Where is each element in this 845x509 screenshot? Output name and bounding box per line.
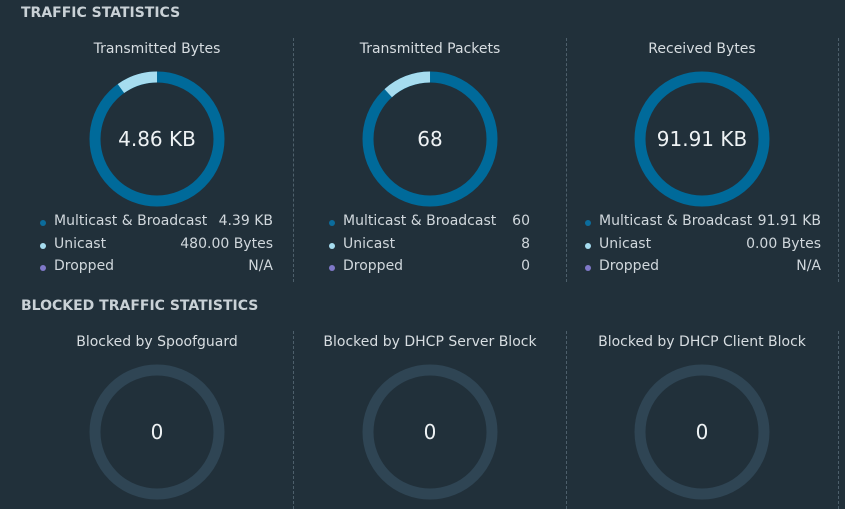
unicast-dot-icon (585, 242, 591, 249)
blocked-dhcp-client-donut: 0 (632, 362, 772, 502)
blocked-dhcp-server-donut: 0 (360, 362, 500, 502)
legend-row-multicast: Multicast & Broadcast 4.39 KB (40, 213, 273, 236)
dropped-dot-icon (585, 265, 591, 271)
dropped-dot-icon (329, 265, 335, 271)
legend-label: Dropped (599, 258, 660, 274)
donut-center-value: 0 (695, 420, 709, 444)
unicast-dot-icon (329, 242, 335, 249)
legend-value: 4.39 KB (218, 213, 273, 229)
legend-label: Multicast & Broadcast (54, 213, 208, 229)
panel-divider (566, 38, 567, 282)
legend-row-dropped: Dropped N/A (585, 258, 821, 281)
donut-chart (634, 364, 770, 500)
legend-value: N/A (796, 258, 821, 274)
panel-divider (293, 331, 294, 509)
legend-value: 480.00 Bytes (180, 235, 273, 252)
donut-ring (634, 364, 770, 500)
legend-label: Dropped (343, 258, 404, 274)
legend: Multicast & Broadcast 60 Unicast 8 Dropp… (329, 213, 530, 281)
legend-label: Multicast & Broadcast (343, 213, 497, 229)
donut-center-value: 68 (417, 127, 443, 151)
blocked-traffic-statistics-heading: BLOCKED TRAFFIC STATISTICS (21, 298, 259, 314)
legend-label: Unicast (599, 235, 652, 252)
received-bytes-donut: 91.91 KB (632, 69, 772, 209)
legend-value: 8 (521, 235, 530, 252)
legend-label: Unicast (54, 235, 107, 252)
blocked-spoofguard-panel: Blocked by Spoofguard 0 (21, 334, 293, 509)
panel-divider (566, 331, 567, 509)
panel-title: Blocked by DHCP Client Block (598, 334, 806, 350)
donut-chart (634, 71, 770, 207)
multicast-dot-icon (40, 220, 46, 226)
legend-value: N/A (248, 258, 273, 274)
donut-chart (89, 364, 225, 500)
legend-row-dropped: Dropped N/A (40, 258, 273, 281)
blocked-dhcp-server-panel: Blocked by DHCP Server Block 0 (294, 334, 566, 509)
dropped-dot-icon (40, 265, 46, 271)
donut-center-value: 91.91 KB (656, 127, 748, 151)
panel-divider (838, 38, 839, 282)
panel-divider (293, 38, 294, 282)
donut-chart (362, 364, 498, 500)
legend: Multicast & Broadcast 4.39 KB Unicast 48… (40, 213, 273, 281)
multicast-dot-icon (329, 220, 335, 226)
transmitted-bytes-panel: Transmitted Bytes 4.86 KB Multicast & Br… (21, 41, 293, 281)
donut-center-value: 0 (423, 420, 437, 444)
donut-chart (89, 71, 225, 207)
legend-value: 0 (521, 258, 530, 274)
blocked-spoofguard-donut: 0 (87, 362, 227, 502)
panel-title: Received Bytes (648, 41, 756, 57)
legend-row-unicast: Unicast 480.00 Bytes (40, 236, 273, 259)
legend-label: Multicast & Broadcast (599, 213, 753, 229)
panel-title: Blocked by DHCP Server Block (323, 334, 537, 350)
legend-row-unicast: Unicast 8 (329, 236, 530, 259)
donut-segment-multicast (634, 71, 770, 207)
donut-center-value: 0 (150, 420, 164, 444)
transmitted-packets-panel: Transmitted Packets 68 Multicast & Broad… (294, 41, 566, 281)
legend-value: 60 (512, 213, 530, 229)
received-bytes-panel: Received Bytes 91.91 KB Multicast & Broa… (566, 41, 838, 281)
legend-label: Dropped (54, 258, 115, 274)
panel-title: Transmitted Packets (359, 41, 501, 57)
unicast-dot-icon (40, 242, 46, 249)
panel-title: Blocked by Spoofguard (76, 334, 238, 350)
legend-row-multicast: Multicast & Broadcast 60 (329, 213, 530, 236)
donut-segment-unicast (89, 71, 225, 207)
donut-chart (362, 71, 498, 207)
transmitted-bytes-donut: 4.86 KB (87, 69, 227, 209)
legend-row-multicast: Multicast & Broadcast 91.91 KB (585, 213, 821, 236)
donut-ring (89, 364, 225, 500)
transmitted-packets-donut: 68 (360, 69, 500, 209)
panel-divider (838, 331, 839, 509)
legend-label: Unicast (343, 235, 396, 252)
legend: Multicast & Broadcast 91.91 KB Unicast 0… (585, 213, 821, 281)
legend-row-unicast: Unicast 0.00 Bytes (585, 236, 821, 259)
blocked-dhcp-client-panel: Blocked by DHCP Client Block 0 (566, 334, 838, 509)
legend-value: 0.00 Bytes (746, 235, 821, 252)
legend-row-dropped: Dropped 0 (329, 258, 530, 281)
multicast-dot-icon (585, 220, 591, 226)
panel-title: Transmitted Bytes (93, 41, 221, 57)
donut-ring (362, 364, 498, 500)
legend-value: 91.91 KB (757, 213, 821, 229)
traffic-statistics-heading: TRAFFIC STATISTICS (21, 5, 181, 21)
donut-center-value: 4.86 KB (118, 127, 196, 151)
